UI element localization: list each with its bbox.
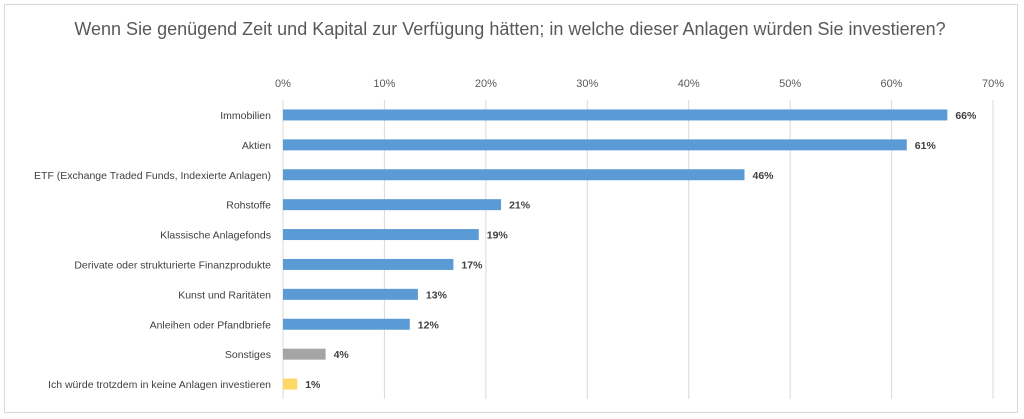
category-label: Kunst und Raritäten: [178, 289, 271, 301]
bar: [283, 229, 479, 241]
bar: [283, 288, 418, 300]
data-label: 21%: [509, 200, 531, 212]
bar: [283, 139, 907, 151]
bar: [283, 348, 326, 360]
data-label: 13%: [426, 289, 448, 301]
category-label: Klassische Anlagefonds: [160, 230, 271, 242]
bar: [283, 109, 948, 121]
data-label: 61%: [915, 140, 937, 152]
data-label: 4%: [334, 349, 350, 361]
bar: [283, 258, 454, 270]
category-label: Immobilien: [220, 110, 271, 122]
bar: [283, 169, 745, 181]
category-label: Ich würde trotzdem in keine Anlagen inve…: [48, 379, 271, 391]
category-label: Anleihen oder Pfandbriefe: [150, 319, 272, 331]
x-tick-label: 0%: [275, 78, 291, 90]
x-tick-label: 70%: [982, 78, 1004, 90]
category-label: ETF (Exchange Traded Funds, Indexierte A…: [34, 170, 271, 182]
x-tick-label: 60%: [881, 78, 903, 90]
data-label: 19%: [487, 230, 509, 242]
category-label: Aktien: [242, 140, 271, 152]
category-label: Derivate oder strukturierte Finanzproduk…: [74, 259, 271, 271]
x-tick-label: 20%: [475, 78, 497, 90]
x-tick-label: 40%: [678, 78, 700, 90]
category-label: Sonstiges: [225, 349, 271, 361]
bar: [283, 378, 298, 390]
data-label: 1%: [305, 379, 321, 391]
data-label: 46%: [753, 170, 775, 182]
x-tick-label: 30%: [576, 78, 598, 90]
bar: [283, 318, 410, 330]
x-tick-label: 10%: [373, 78, 395, 90]
x-tick-label: 50%: [779, 78, 801, 90]
category-label: Rohstoffe: [226, 200, 271, 212]
data-label: 12%: [418, 319, 440, 331]
data-label: 66%: [955, 110, 977, 122]
chart-frame: [4, 4, 1018, 413]
data-label: 17%: [461, 259, 483, 271]
bar: [283, 199, 502, 211]
chart-title: Wenn Sie genügend Zeit und Kapital zur V…: [74, 19, 946, 39]
